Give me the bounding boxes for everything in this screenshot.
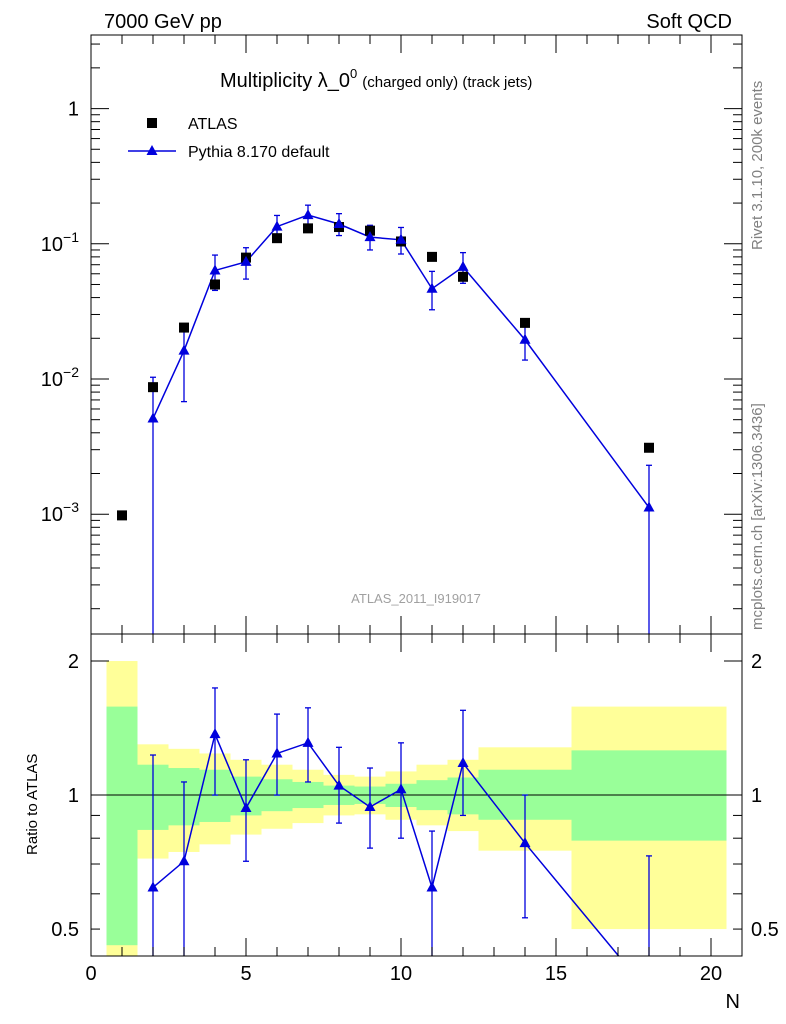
ratio-ytick-label: 1 (68, 785, 79, 807)
atlas-data-point (303, 223, 313, 234)
plot-title-sub: (charged only) (track jets) (362, 74, 532, 91)
ratio-point (395, 783, 407, 794)
legend-pythia-marker (146, 145, 158, 155)
plot-title: Multiplicity λ_00 (charged only) (track j… (220, 66, 532, 92)
ratio-point (147, 881, 159, 892)
energy-label: 7000 GeV pp (104, 11, 222, 33)
plot-title-main: Multiplicity λ_0 (220, 70, 350, 92)
mc-data-point (426, 282, 438, 293)
uncertainty-band-green (106, 706, 138, 946)
ratio-point (209, 728, 221, 739)
atlas-data-point (179, 322, 189, 333)
atlas-data-point (117, 510, 127, 521)
main-ytick-label-base: 1 (68, 99, 79, 121)
atlas-data-point (210, 279, 220, 290)
main-ytick-label-exp: −1 (63, 229, 79, 245)
main-marks (117, 204, 655, 634)
ratio-ytick-label-right: 1 (751, 785, 762, 807)
ratio-point (178, 855, 190, 866)
legend: ATLAS Pythia 8.170 default (128, 116, 330, 161)
main-panel: 10−310−210−11 ATLAS_2011_I919017 Multipl… (41, 34, 743, 635)
main-ytick-label: 10−1 (41, 229, 79, 256)
atlas-data-point (644, 442, 654, 453)
main-ytick-labels: 10−310−210−11 (41, 99, 79, 527)
ratio-bands (106, 661, 727, 956)
main-ytick-label-base: 10 (41, 504, 63, 526)
mc-data-point (147, 412, 159, 423)
atlas-data-point (520, 317, 530, 328)
mc-data-point (302, 209, 314, 220)
ratio-marks (147, 687, 652, 956)
mc-data-point (333, 218, 345, 229)
ratio-point (333, 779, 345, 790)
x-axis-label: N (726, 991, 740, 1013)
mcplots-info: mcplots.cern.ch [arXiv:1306.3436] (749, 403, 766, 630)
atlas-data-point (272, 233, 282, 244)
mc-data-point (209, 264, 221, 275)
main-ticks (90, 35, 743, 634)
ratio-point (240, 802, 252, 813)
mc-data-point (240, 255, 252, 266)
ratio-ticks (90, 634, 743, 956)
plot-title-sup: 0 (350, 66, 357, 81)
ratio-ytick-label-right: 0.5 (751, 919, 779, 941)
mc-data-point (643, 501, 655, 512)
atlas-data-point (458, 271, 468, 282)
category-label: Soft QCD (646, 11, 732, 33)
legend-atlas-marker (147, 118, 157, 128)
mc-data-point (457, 260, 469, 271)
mc-data-point (364, 231, 376, 242)
rivet-info: Rivet 3.1.10, 200k events (749, 81, 766, 250)
ratio-ytick-label: 2 (68, 651, 79, 673)
ratio-point (519, 837, 531, 848)
ratio-panel: 0.5 0.51 12 20 5 10 15 20 Ratio to ATLAS N (24, 633, 779, 1013)
xtick-label: 15 (545, 963, 567, 985)
mc-data-point (178, 344, 190, 355)
mc-data-point (395, 233, 407, 244)
ratio-point (302, 736, 314, 747)
ratio-point (426, 881, 438, 892)
mc-series-line (152, 214, 650, 508)
mc-data-point (271, 220, 283, 231)
main-ytick-label-base: 10 (41, 369, 63, 391)
xtick-label: 10 (390, 963, 412, 985)
ratio-ytick-label: 0.5 (51, 919, 79, 941)
ratio-y-axis-label: Ratio to ATLAS (24, 754, 41, 855)
main-ytick-label: 1 (68, 99, 79, 121)
legend-atlas-label: ATLAS (188, 116, 238, 133)
ratio-point (271, 747, 283, 758)
xtick-label: 5 (240, 963, 251, 985)
main-ytick-label-exp: −3 (63, 499, 79, 515)
main-ytick-label-base: 10 (41, 234, 63, 256)
legend-pythia-label: Pythia 8.170 default (188, 144, 330, 161)
ratio-tick-labels: 0.5 0.51 12 20 5 10 15 20 (51, 651, 779, 985)
atlas-data-point (148, 382, 158, 393)
atlas-data-point (427, 251, 437, 262)
atlas-data-point (365, 225, 375, 236)
main-ytick-label-exp: −2 (63, 364, 79, 380)
ratio-point (364, 801, 376, 812)
main-ytick-label: 10−2 (41, 364, 79, 391)
plot-watermark: ATLAS_2011_I919017 (351, 591, 481, 606)
xtick-label: 0 (85, 963, 96, 985)
main-ytick-label: 10−3 (41, 499, 79, 526)
mc-data-point (519, 333, 531, 344)
xtick-label: 20 (700, 963, 722, 985)
ratio-ytick-label-right: 2 (751, 651, 762, 673)
ratio-point (457, 757, 469, 768)
